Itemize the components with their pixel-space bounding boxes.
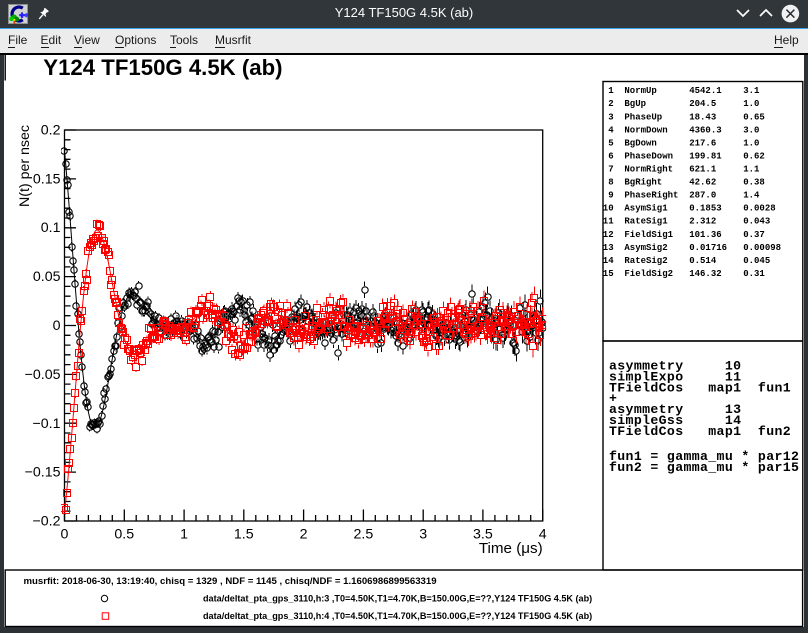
svg-text:asymmetry 13: asymmetry 13 bbox=[609, 402, 741, 417]
svg-text:−0.1: −0.1 bbox=[32, 416, 60, 432]
svg-text:−0.05: −0.05 bbox=[25, 367, 61, 383]
svg-text:5 BgDown 217.6 1.0: 5 BgDown 217.6 1.0 bbox=[603, 138, 760, 148]
svg-text:asymmetry 10: asymmetry 10 bbox=[609, 359, 741, 374]
svg-text:2.5: 2.5 bbox=[354, 527, 374, 543]
svg-text:3: 3 bbox=[419, 527, 427, 543]
svg-text:4 NormDown 4360.3 3.0: 4 NormDown 4360.3 3.0 bbox=[603, 125, 760, 135]
svg-text:8 BgRight 42.62 0.38: 8 BgRight 42.62 0.38 bbox=[603, 178, 765, 188]
svg-text:1 NormUp 4542.1 3.1: 1 NormUp 4542.1 3.1 bbox=[603, 86, 760, 96]
svg-text:musrfit: 2018-06-30, 13:19:40,: musrfit: 2018-06-30, 13:19:40, chisq = 1… bbox=[24, 576, 437, 587]
svg-text:simplExpo 11: simplExpo 11 bbox=[609, 369, 741, 384]
svg-text:1.5: 1.5 bbox=[234, 527, 254, 543]
svg-text:TFieldCos map1 fun2: TFieldCos map1 fun2 bbox=[609, 424, 791, 439]
svg-text:N(t) per nsec: N(t) per nsec bbox=[17, 125, 33, 207]
svg-text:9 PhaseRight 287.0 1.4: 9 PhaseRight 287.0 1.4 bbox=[603, 191, 760, 201]
svg-text:4: 4 bbox=[539, 527, 547, 543]
svg-text:Y124 TF150G 4.5K (ab): Y124 TF150G 4.5K (ab) bbox=[43, 55, 282, 80]
svg-text:10 AsymSig1 0.1853 0.00: 10 AsymSig1 0.1853 0.0028 bbox=[603, 204, 776, 214]
svg-text:Time (μs): Time (μs) bbox=[479, 540, 543, 557]
svg-text:14 RateSig2 0.514 0.04: 14 RateSig2 0.514 0.045 bbox=[603, 256, 770, 266]
svg-text:−0.15: −0.15 bbox=[25, 465, 61, 481]
svg-text:0: 0 bbox=[53, 318, 61, 334]
svg-text:1: 1 bbox=[180, 527, 188, 543]
svg-text:fun1 = gamma_mu * par12: fun1 = gamma_mu * par12 bbox=[609, 449, 799, 464]
svg-text:0.5: 0.5 bbox=[114, 527, 134, 543]
svg-text:data/deltat_pta_gps_3110,h:4 ,: data/deltat_pta_gps_3110,h:4 ,T0=4.50K,T… bbox=[203, 611, 592, 621]
svg-text:2: 2 bbox=[300, 527, 308, 543]
svg-text:7 NormRight 621.1 1.1: 7 NormRight 621.1 1.1 bbox=[603, 165, 760, 175]
svg-text:simpleGss 14: simpleGss 14 bbox=[609, 413, 741, 428]
svg-text:0.2: 0.2 bbox=[41, 123, 61, 139]
svg-text:TFieldCos map1 fun1: TFieldCos map1 fun1 bbox=[609, 380, 791, 395]
svg-text:0.1: 0.1 bbox=[41, 220, 61, 236]
svg-text:0.15: 0.15 bbox=[33, 171, 61, 187]
svg-text:11 RateSig1 2.312 0.04: 11 RateSig1 2.312 0.043 bbox=[603, 217, 770, 227]
svg-text:13 AsymSig2 0.01716 0.00: 13 AsymSig2 0.01716 0.00098 bbox=[603, 243, 781, 253]
svg-text:data/deltat_pta_gps_3110,h:3 ,: data/deltat_pta_gps_3110,h:3 ,T0=4.50K,T… bbox=[203, 593, 592, 603]
svg-text:3.5: 3.5 bbox=[473, 527, 493, 543]
svg-text:fun2 = gamma_mu * par15: fun2 = gamma_mu * par15 bbox=[609, 460, 799, 475]
svg-text:6 PhaseDown 199.81 0.62: 6 PhaseDown 199.81 0.62 bbox=[603, 151, 765, 161]
svg-text:12 FieldSig1 101.36 0.37: 12 FieldSig1 101.36 0.37 bbox=[603, 230, 765, 240]
svg-text:15 FieldSig2 146.32 0.31: 15 FieldSig2 146.32 0.31 bbox=[603, 269, 766, 279]
svg-text:0.05: 0.05 bbox=[33, 269, 61, 285]
svg-text:3 PhaseUp 18.43 0.65: 3 PhaseUp 18.43 0.65 bbox=[603, 112, 765, 122]
svg-text:0: 0 bbox=[61, 527, 69, 543]
svg-text:+: + bbox=[609, 391, 617, 406]
svg-text:−0.2: −0.2 bbox=[32, 514, 60, 530]
svg-text:2 BgUp 204.5 1.0: 2 BgUp 204.5 1.0 bbox=[603, 99, 760, 109]
